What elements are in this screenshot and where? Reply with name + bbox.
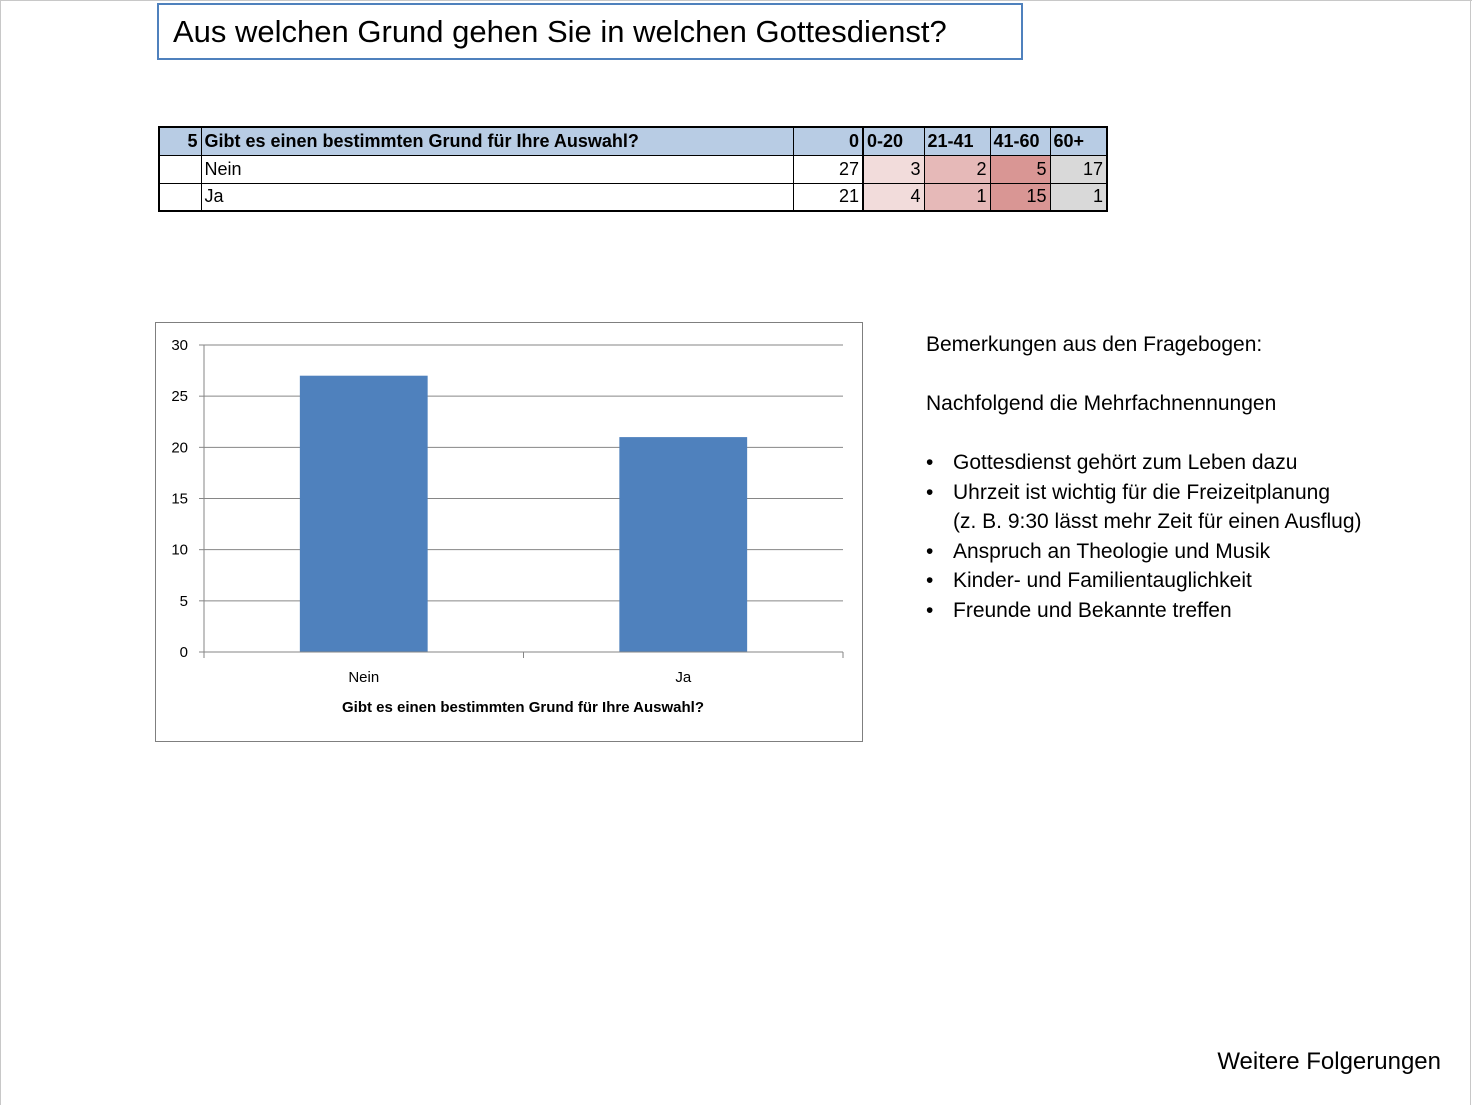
header-group-0-20: 0-20 [862, 126, 925, 156]
survey-table: 5 Gibt es einen bestimmten Grund für Ihr… [158, 126, 1108, 212]
frame-left-border [0, 0, 1, 1105]
spacer [926, 419, 1446, 449]
bar-nein [299, 375, 428, 652]
cell-0-20: 3 [862, 154, 925, 184]
row-index [158, 182, 202, 212]
row-label: Nein [200, 154, 794, 184]
bar-chart: 0 5 10 15 20 25 30 Nein Ja Gibt es einen bestimm… [155, 322, 863, 742]
cell-21-41: 1 [923, 182, 991, 212]
cell-21-41: 2 [923, 154, 991, 184]
header-total: 0 [792, 126, 864, 156]
slide-title-text: Aus welchen Grund gehen Sie in welchen G… [173, 13, 947, 49]
y-tick-label: 30 [171, 337, 188, 354]
list-item-line: Uhrzeit ist wichtig für die Freizeitplan… [953, 480, 1330, 504]
list-item-line: (z. B. 9:30 lässt mehr Zeit für einen Au… [953, 510, 1362, 533]
chart-bars [299, 375, 748, 652]
x-axis-title: Gibt es einen bestimmten Grund für Ihre … [342, 699, 704, 716]
table-row: Ja 21 4 1 15 1 [158, 182, 1108, 212]
row-index [158, 154, 202, 184]
y-tick-label: 20 [171, 439, 188, 456]
list-item: Kinder- und Familientauglichkeit [926, 566, 1446, 596]
header-group-60plus: 60+ [1049, 126, 1108, 156]
y-tick-label: 25 [171, 388, 188, 405]
row-total: 21 [792, 182, 864, 212]
y-tick-label: 5 [180, 593, 188, 610]
cell-0-20: 4 [862, 182, 925, 212]
table-header-row: 5 Gibt es einen bestimmten Grund für Ihr… [158, 126, 1108, 156]
list-item: Anspruch an Theologie und Musik [926, 537, 1446, 567]
header-group-41-60: 41-60 [989, 126, 1051, 156]
further-conclusions-link[interactable]: Weitere Folgerungen [1217, 1048, 1441, 1075]
question-index: 5 [158, 126, 202, 156]
y-tick-label: 15 [171, 491, 188, 508]
list-item: Uhrzeit ist wichtig für die Freizeitplan… [926, 478, 1446, 537]
spacer [926, 360, 1446, 390]
y-tick-label: 10 [171, 542, 188, 559]
list-item: Gottesdienst gehört zum Leben dazu [926, 448, 1446, 478]
x-tick-label: Ja [675, 669, 692, 686]
header-group-21-41: 21-41 [923, 126, 991, 156]
y-tick-label: 0 [180, 644, 188, 661]
frame-right-border [1470, 0, 1471, 1105]
bar-ja [619, 437, 748, 652]
table-row: Nein 27 3 2 5 17 [158, 154, 1108, 184]
remarks-subheading: Nachfolgend die Mehrfachnennungen [926, 392, 1277, 415]
chart-axes: 0 5 10 15 20 25 30 Nein Ja [171, 337, 844, 686]
cell-60plus: 17 [1049, 154, 1108, 184]
slide-title: Aus welchen Grund gehen Sie in welchen G… [157, 3, 1023, 60]
question-text: Gibt es einen bestimmten Grund für Ihre … [200, 126, 794, 156]
cell-41-60: 5 [989, 154, 1051, 184]
x-tick-label: Nein [348, 669, 379, 686]
row-label: Ja [200, 182, 794, 212]
cell-41-60: 15 [989, 182, 1051, 212]
bar-chart-canvas: 0 5 10 15 20 25 30 Nein Ja Gibt es einen bestimm… [171, 337, 844, 716]
row-total: 27 [792, 154, 864, 184]
remarks-list: Gottesdienst gehört zum Leben dazu Uhrze… [926, 448, 1446, 625]
list-item: Freunde und Bekannte treffen [926, 596, 1446, 626]
remarks-panel: Bemerkungen aus den Fragebogen: Nachfolg… [926, 330, 1446, 625]
cell-60plus: 1 [1049, 182, 1108, 212]
frame-top-border [0, 0, 1472, 1]
remarks-heading: Bemerkungen aus den Fragebogen: [926, 333, 1263, 356]
